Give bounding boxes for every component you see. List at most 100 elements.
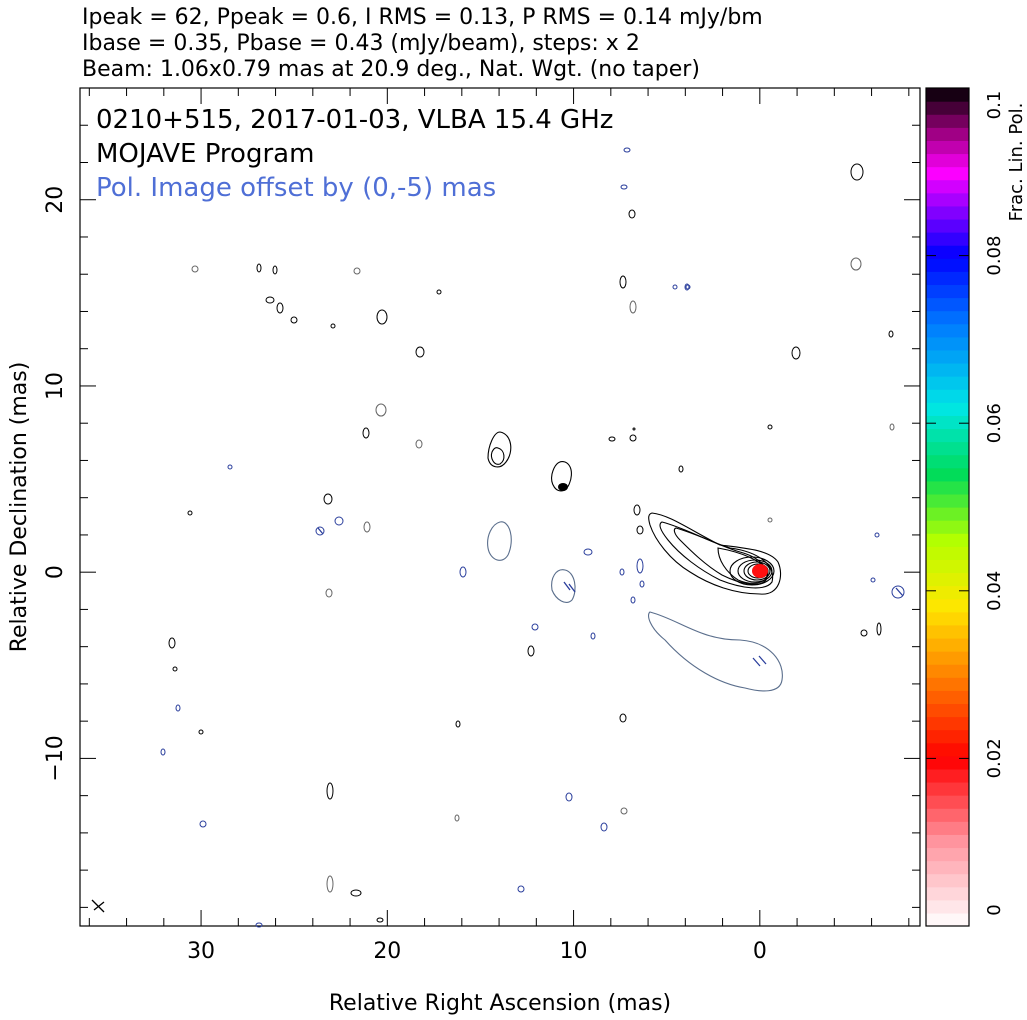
colorbar-band xyxy=(926,140,969,155)
noise-contour xyxy=(672,284,678,290)
plot-frame xyxy=(79,87,921,927)
noise-contour xyxy=(276,302,284,314)
header-line-1: Ipeak = 62, Ppeak = 0.6, I RMS = 0.13, P… xyxy=(82,5,763,30)
colorbar-band xyxy=(926,624,969,639)
colorbar: 0 0.02 0.04 0.06 0.08 0.1 Frac. Lin. Pol. xyxy=(925,87,1027,927)
colorbar-band xyxy=(926,598,969,613)
noise-contour xyxy=(888,330,894,338)
noise-contour xyxy=(874,532,880,538)
colorbar-band xyxy=(926,533,969,547)
beam-marker xyxy=(91,899,105,913)
jet-knot-contour xyxy=(490,447,505,465)
noise-contour xyxy=(636,525,644,535)
y-tick-label: 0 xyxy=(43,565,68,579)
noise-contour xyxy=(850,257,862,271)
colorbar-tick-label: 0.04 xyxy=(984,571,1005,611)
polarization-contours xyxy=(487,521,783,692)
colorbar-ticks xyxy=(926,87,969,927)
colorbar-band xyxy=(926,88,969,102)
colorbar-band xyxy=(926,507,969,521)
noise-contour xyxy=(628,209,636,219)
x-tick-label: 10 xyxy=(560,939,588,964)
noise-contour xyxy=(172,666,178,672)
noise-contour xyxy=(517,885,525,893)
noise-contour xyxy=(256,263,262,273)
colorbar-band xyxy=(926,873,969,888)
polarization-vectors xyxy=(317,527,904,667)
colorbar-band xyxy=(926,323,969,338)
colorbar-band xyxy=(926,127,969,141)
noise-contour xyxy=(565,792,573,802)
colorbar-label: Frac. Lin. Pol. xyxy=(1006,103,1027,222)
colorbar-tick-label: 0.02 xyxy=(984,738,1005,778)
noise-contour xyxy=(623,147,631,153)
colorbar-tick-labels: 0 0.02 0.04 0.06 0.08 0.1 xyxy=(984,91,1005,916)
colorbar-band xyxy=(926,585,969,600)
noise-contour xyxy=(620,807,628,815)
knot-polarization-fill xyxy=(558,483,568,491)
noise-contour xyxy=(353,267,361,275)
noise-contour xyxy=(678,465,684,473)
colorbar-band xyxy=(926,664,969,678)
colorbar-band xyxy=(926,166,969,181)
noise-contour xyxy=(326,875,334,893)
noise-contour xyxy=(160,748,166,756)
noise-contour xyxy=(619,713,627,723)
colorbar-band xyxy=(926,572,969,587)
jet-contour xyxy=(673,527,768,585)
y-tick-label: 10 xyxy=(43,372,68,400)
colorbar-band xyxy=(926,114,969,128)
header-line-2: Ibase = 0.35, Pbase = 0.43 (mJy/beam), s… xyxy=(82,31,640,56)
colorbar-band xyxy=(926,651,969,665)
noise-contour xyxy=(590,632,596,640)
noise-contour xyxy=(608,436,616,442)
pol-knot-contour xyxy=(551,569,576,603)
pol-vector xyxy=(568,583,576,593)
noise-contour xyxy=(791,346,801,360)
y-axis-title: Relative Declination (mas) xyxy=(7,362,32,653)
noise-contour xyxy=(272,265,278,275)
colorbar-band xyxy=(926,271,969,286)
noise-contour xyxy=(315,526,325,536)
colorbar-band xyxy=(926,808,969,822)
colorbar-band xyxy=(926,192,969,207)
noise-contour xyxy=(889,423,895,431)
noise-contour xyxy=(767,424,773,430)
noise-contour xyxy=(376,917,384,923)
colorbar-band xyxy=(926,611,969,626)
colorbar-band xyxy=(926,415,969,430)
colorbar-band xyxy=(926,336,969,351)
noise-contour xyxy=(685,284,691,290)
noise-contour xyxy=(330,323,336,329)
colorbar-band xyxy=(926,454,969,469)
noise-contour xyxy=(455,720,461,728)
noise-contour xyxy=(870,577,876,583)
noise-contour xyxy=(600,822,608,832)
colorbar-band xyxy=(926,493,969,508)
noise-contour xyxy=(632,427,636,431)
noise-contour xyxy=(191,265,199,273)
noise-contour xyxy=(583,548,593,556)
jet-knot-contour xyxy=(551,461,572,492)
x-axis-title: Relative Right Ascension (mas) xyxy=(329,991,671,1016)
colorbar-band xyxy=(926,847,969,862)
colorbar-band xyxy=(926,860,969,875)
colorbar-tick-label: 0.1 xyxy=(984,91,1005,120)
source-annotation: 0210+515, 2017-01-03, VLBA 15.4 GHz xyxy=(96,105,613,135)
noise-contour xyxy=(860,629,868,637)
pol-jet-contour xyxy=(648,611,783,692)
colorbar-band xyxy=(926,703,969,718)
colorbar-band xyxy=(926,690,969,705)
y-tick-labels: −10 0 10 20 xyxy=(43,186,68,782)
noise-contour xyxy=(376,309,388,325)
noise-contour xyxy=(350,889,362,897)
colorbar-band xyxy=(926,349,969,364)
colorbar-band xyxy=(926,218,969,233)
colorbar-band xyxy=(926,179,969,194)
noise-contour xyxy=(436,289,442,295)
colorbar-band xyxy=(926,755,969,770)
colorbar-band xyxy=(926,899,969,914)
colorbar-band xyxy=(926,781,969,796)
colorbar-band xyxy=(926,402,969,416)
